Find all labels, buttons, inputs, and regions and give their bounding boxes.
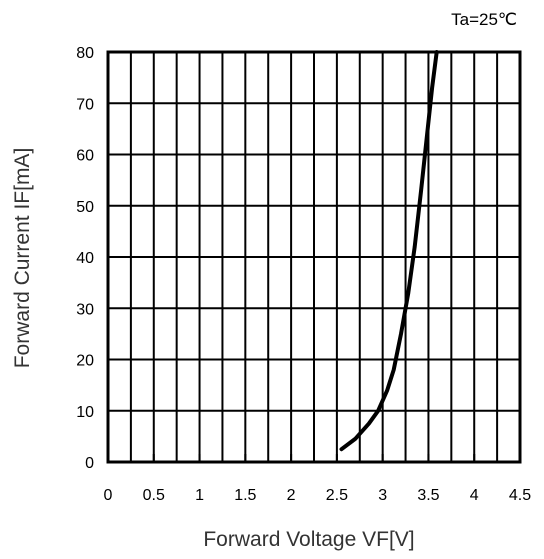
x-tick-label: 3 — [378, 487, 387, 504]
y-tick-label: 20 — [76, 353, 94, 370]
y-tick-labels: 0 10 20 30 40 50 60 70 80 — [76, 45, 94, 472]
y-tick-label: 80 — [76, 45, 94, 62]
y-tick-label: 40 — [76, 250, 94, 267]
x-tick-label: 2 — [287, 487, 296, 504]
y-tick-label: 50 — [76, 199, 94, 216]
plot-frame — [106, 50, 522, 464]
x-tick-label: 4 — [470, 487, 479, 504]
x-tick-label: 1.5 — [234, 487, 256, 504]
x-tick-label: 0 — [104, 487, 113, 504]
forward-current-curve — [339, 50, 439, 452]
y-axis-label: Forward Current IF[mA] — [11, 148, 34, 369]
y-tick-label: 60 — [76, 148, 94, 165]
y-tick-label: 0 — [85, 455, 94, 472]
grid-lines — [108, 52, 520, 462]
x-tick-label: 3.5 — [417, 487, 439, 504]
y-tick-label: 10 — [76, 404, 94, 421]
y-tick-label: 30 — [76, 301, 94, 318]
y-tick-label: 70 — [76, 96, 94, 113]
temperature-annotation: Ta=25℃ — [451, 10, 517, 29]
x-tick-label: 1 — [195, 487, 204, 504]
x-tick-label: 0.5 — [143, 487, 165, 504]
x-tick-label: 4.5 — [509, 487, 531, 504]
x-tick-labels: 0 0.5 1 1.5 2 2.5 3 3.5 4 4.5 — [104, 487, 532, 504]
x-axis-label: Forward Voltage VF[V] — [203, 528, 414, 551]
x-tick-label: 2.5 — [326, 487, 348, 504]
